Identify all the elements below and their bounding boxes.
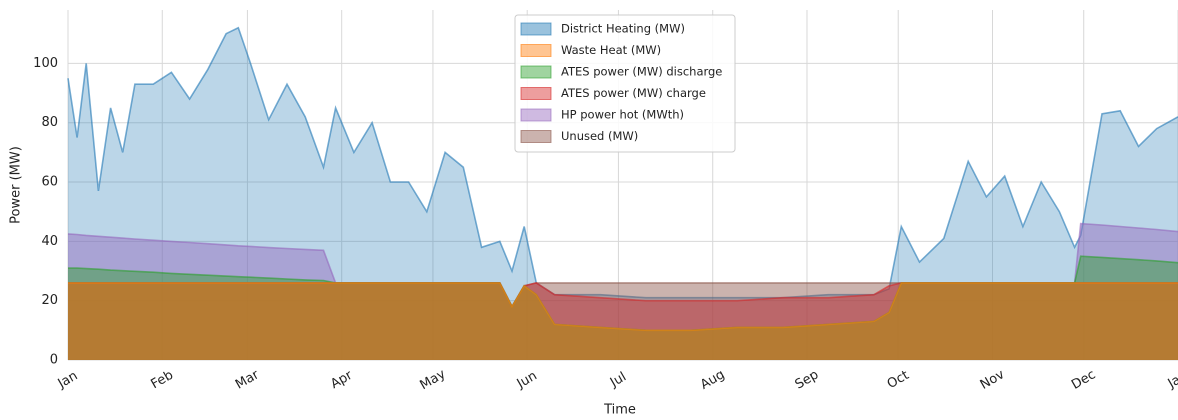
area xyxy=(68,282,1178,360)
y-tick-label: 100 xyxy=(33,56,58,71)
legend-swatch xyxy=(520,87,552,100)
y-tick-label: 0 xyxy=(50,353,58,368)
legend-swatch xyxy=(520,44,552,57)
legend-label: ATES power (MW) charge xyxy=(561,86,706,100)
x-tick-label: Oct xyxy=(885,368,912,392)
x-tick-label: Feb xyxy=(149,368,176,393)
legend-label: ATES power (MW) discharge xyxy=(561,65,722,79)
line xyxy=(68,282,1178,332)
legend-swatch xyxy=(520,65,552,79)
legend-label: HP power hot (MWth) xyxy=(561,108,684,122)
legend-label: Unused (MW) xyxy=(561,129,638,143)
area xyxy=(68,282,1178,360)
x-tick-label: Jun xyxy=(514,368,540,392)
x-tick-label: Jan xyxy=(1165,368,1178,392)
x-tick-label: Mar xyxy=(233,367,262,393)
y-tick-label: 80 xyxy=(41,115,58,130)
x-tick-label: Nov xyxy=(978,367,1008,393)
legend-label: District Heating (MW) xyxy=(561,22,685,36)
x-tick-label: Sep xyxy=(793,367,822,392)
x-tick-label: Apr xyxy=(328,368,356,393)
y-tick-label: 60 xyxy=(41,175,58,190)
x-axis-label: Time xyxy=(603,403,636,418)
x-tick-label: Dec xyxy=(1069,367,1098,393)
x-tick-label: May xyxy=(418,367,449,394)
y-tick-label: 40 xyxy=(41,234,58,249)
x-tick-label: Jul xyxy=(607,370,629,391)
x-tick-label: Jan xyxy=(55,368,81,392)
x-tick-label: Aug xyxy=(698,367,727,393)
line xyxy=(67,26,1178,299)
area xyxy=(68,282,1178,360)
legend-label: Waste Heat (MW) xyxy=(561,43,661,57)
legend-box xyxy=(514,14,736,153)
legend-swatch xyxy=(520,108,552,122)
legend-swatch xyxy=(520,130,552,143)
area xyxy=(68,223,1178,360)
area xyxy=(68,27,1178,361)
legend: District Heating (MW) Waste Heat (MW) ATES… xyxy=(514,14,736,153)
y-tick-label: 20 xyxy=(41,293,58,308)
area xyxy=(68,256,1178,360)
legend-swatch xyxy=(520,22,552,36)
y-axis-label: Power (MW) xyxy=(9,146,24,224)
